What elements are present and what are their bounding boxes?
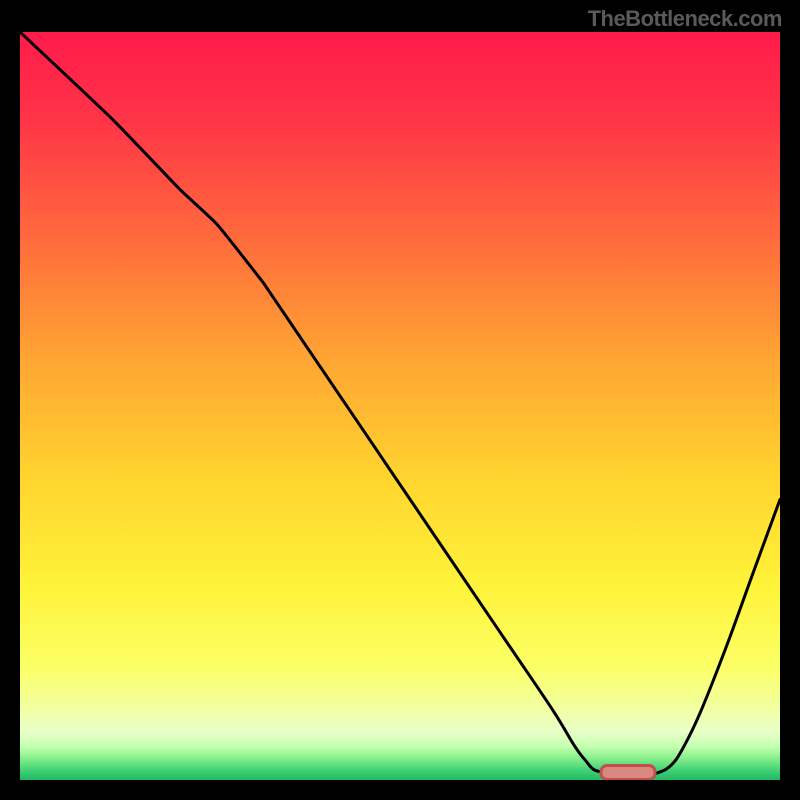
optimal-range-marker: [601, 766, 655, 780]
chart-overlay: [20, 32, 780, 780]
bottleneck-chart: [20, 32, 780, 780]
bottleneck-curve: [20, 32, 780, 775]
watermark-text: TheBottleneck.com: [588, 6, 782, 32]
